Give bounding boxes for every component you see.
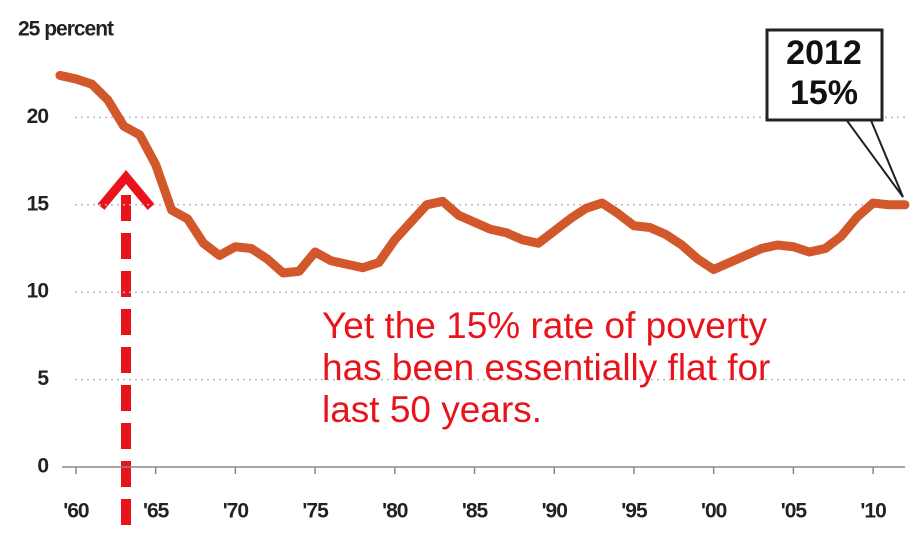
annotation: has been essentially flat for (322, 347, 770, 388)
x-tick-label: '05 (781, 500, 808, 523)
data-line (55, 70, 910, 278)
y-tick-label: 0 (37, 455, 48, 478)
x-tick-label: '85 (462, 500, 489, 523)
arrow (97, 169, 155, 525)
y-tick-label: 5 (37, 367, 49, 390)
x-tick-label: '00 (701, 500, 727, 523)
x-tick-label: '80 (382, 500, 408, 523)
annotation: Yet the 15% rate of poverty (322, 305, 767, 346)
x-tick-label: '75 (302, 500, 329, 523)
callout-pointer (844, 117, 904, 198)
y-tick-label: 10 (27, 280, 49, 303)
x-tick-label: '10 (860, 500, 886, 523)
annotation: last 50 years. (322, 389, 542, 430)
callout-text: 2012 (786, 34, 862, 72)
x-tick-label: '90 (542, 500, 568, 523)
x-tick-label: '60 (63, 500, 89, 523)
y-tick-label: 15 (27, 192, 50, 215)
y-tick-label: 20 (27, 105, 49, 128)
callout-text: 15% (790, 74, 858, 112)
y-tick-label: 25 percent (18, 18, 114, 41)
x-tick-label: '65 (143, 500, 170, 523)
arrow-head (97, 169, 155, 210)
x-tick-label: '70 (223, 500, 249, 523)
x-tick-label: '95 (621, 500, 648, 523)
callout-box (765, 28, 884, 122)
